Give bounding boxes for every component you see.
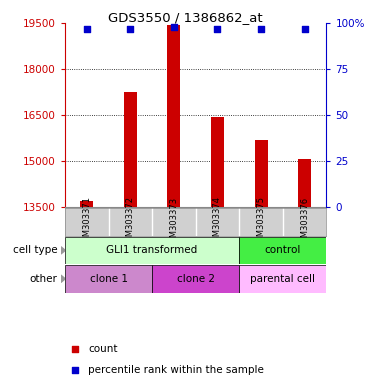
Point [214,25,220,31]
Point [84,25,90,31]
Text: GSM303374: GSM303374 [213,197,222,247]
Bar [65,237,239,264]
Bar [239,265,326,293]
Text: GSM303373: GSM303373 [170,196,178,248]
Text: GDS3550 / 1386862_at: GDS3550 / 1386862_at [108,12,263,25]
Text: control: control [265,245,301,255]
Text: count: count [88,344,118,354]
Point [127,25,133,31]
Bar [167,25,180,207]
Bar [298,159,311,207]
Polygon shape [61,275,65,283]
Text: other: other [30,274,58,284]
Bar [255,140,267,207]
Polygon shape [61,247,65,254]
Text: GSM303376: GSM303376 [300,196,309,248]
Point [302,25,308,31]
Bar [124,92,137,207]
Point [72,346,78,352]
Bar [152,265,239,293]
Text: GSM303372: GSM303372 [126,197,135,247]
Point [258,25,264,31]
Text: parental cell: parental cell [250,274,315,284]
Text: clone 1: clone 1 [89,274,128,284]
Text: GLI1 transformed: GLI1 transformed [106,245,198,255]
Text: GSM303375: GSM303375 [257,197,266,247]
Point [171,24,177,30]
Bar [239,237,326,264]
Text: clone 2: clone 2 [177,274,215,284]
Point [72,367,78,373]
Bar [211,117,224,207]
Bar [65,265,152,293]
Text: percentile rank within the sample: percentile rank within the sample [88,365,265,375]
Text: cell type: cell type [13,245,58,255]
Text: GSM303371: GSM303371 [82,197,91,247]
Bar [80,200,93,207]
